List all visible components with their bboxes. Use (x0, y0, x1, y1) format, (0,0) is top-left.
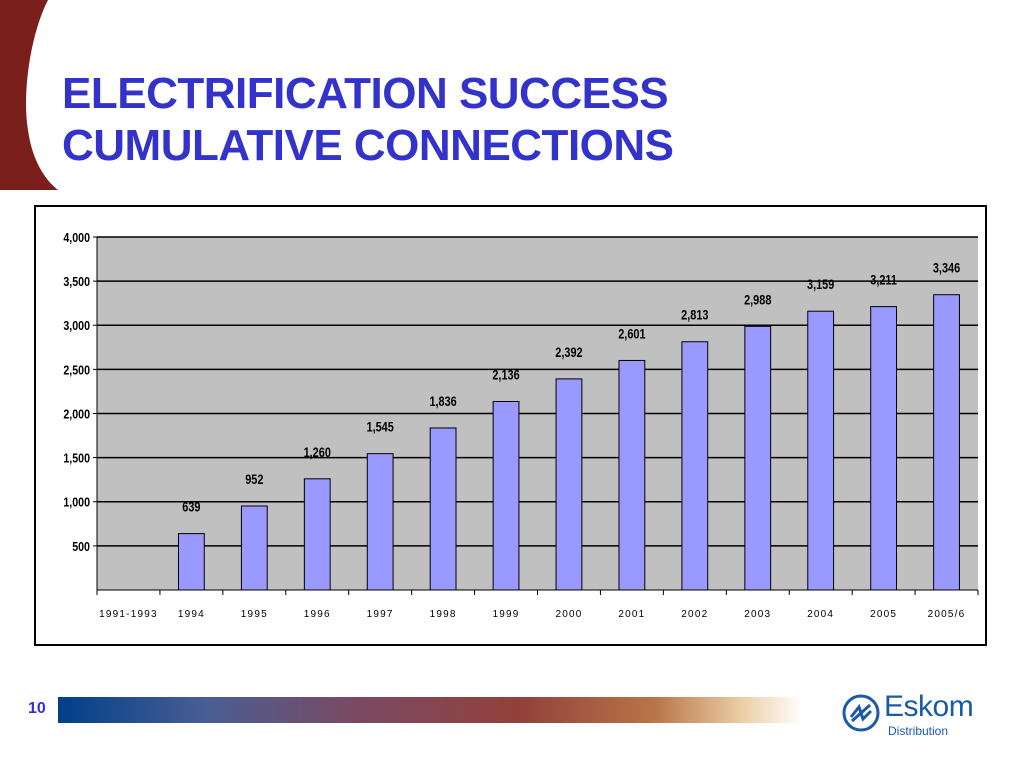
data-label: 1,260 (304, 445, 331, 461)
corner-decoration (0, 0, 58, 190)
data-label: 3,346 (933, 260, 960, 276)
x-tick-label: 1999 (493, 609, 520, 620)
y-tick-label: 500 (72, 539, 90, 554)
x-tick-label: 1998 (430, 609, 457, 620)
y-tick-label: 4,000 (63, 230, 90, 245)
x-tick-label: 2005 (870, 609, 897, 620)
page-number: 10 (28, 700, 46, 717)
x-tick-label: 2002 (681, 609, 708, 620)
logo-name: Eskom (884, 690, 974, 723)
bar (303, 478, 331, 591)
x-tick-label: 1994 (178, 609, 205, 620)
bar (366, 453, 394, 591)
y-tick-label: 2,000 (63, 406, 90, 421)
data-label: 3,211 (870, 272, 897, 288)
x-tick-label: 2001 (618, 609, 645, 620)
data-label: 639 (182, 499, 200, 515)
bar (555, 378, 583, 591)
data-label: 3,159 (807, 277, 834, 293)
x-tick-label: 2005/6 (928, 609, 966, 620)
data-label: 2,813 (681, 307, 708, 323)
data-label: 2,601 (618, 326, 645, 342)
bar (933, 294, 960, 591)
slide-title: ELECTRIFICATION SUCCESS CUMULATIVE CONNE… (62, 68, 674, 172)
bar (177, 533, 205, 591)
x-tick-label: 1995 (241, 609, 268, 620)
bar (429, 427, 457, 591)
x-tick-label: 2003 (744, 609, 771, 620)
bar (681, 341, 709, 591)
y-tick-label: 3,000 (63, 318, 90, 333)
title-line-2: CUMULATIVE CONNECTIONS (62, 121, 674, 170)
bar (870, 306, 898, 591)
x-tick-label: 2004 (807, 609, 834, 620)
data-label: 2,392 (555, 345, 582, 361)
x-tick-label: 2000 (555, 609, 582, 620)
y-tick-label: 3,500 (63, 274, 90, 289)
bar (240, 505, 268, 591)
eskom-logo-icon (842, 694, 880, 732)
bar (807, 310, 835, 591)
data-label: 1,545 (367, 419, 394, 435)
x-tick-label: 1997 (367, 609, 394, 620)
logo-subtitle: Distribution (888, 724, 949, 738)
x-tick-label: 1991-1993 (99, 609, 158, 620)
data-label: 2,136 (492, 367, 519, 383)
data-label: 2,988 (744, 292, 771, 308)
eskom-logo: Eskom Distribution (842, 690, 992, 740)
bar (744, 325, 772, 591)
bar (618, 359, 646, 591)
y-tick-label: 1,500 (63, 451, 90, 466)
title-line-1: ELECTRIFICATION SUCCESS (62, 69, 669, 118)
x-tick-label: 1996 (304, 609, 331, 620)
chart-frame: 500 1,000 1,500 2,000 2,500 3,000 3,500 4,000 19… (34, 205, 987, 646)
footer-gradient-bar (58, 697, 803, 723)
bar (492, 400, 520, 591)
data-label: 952 (245, 472, 263, 488)
data-label: 1,836 (429, 394, 456, 410)
y-tick-label: 1,000 (63, 495, 90, 510)
bar-chart: 500 1,000 1,500 2,000 2,500 3,000 3,500 4,000 19… (63, 230, 979, 620)
y-tick-label: 2,500 (63, 362, 90, 377)
